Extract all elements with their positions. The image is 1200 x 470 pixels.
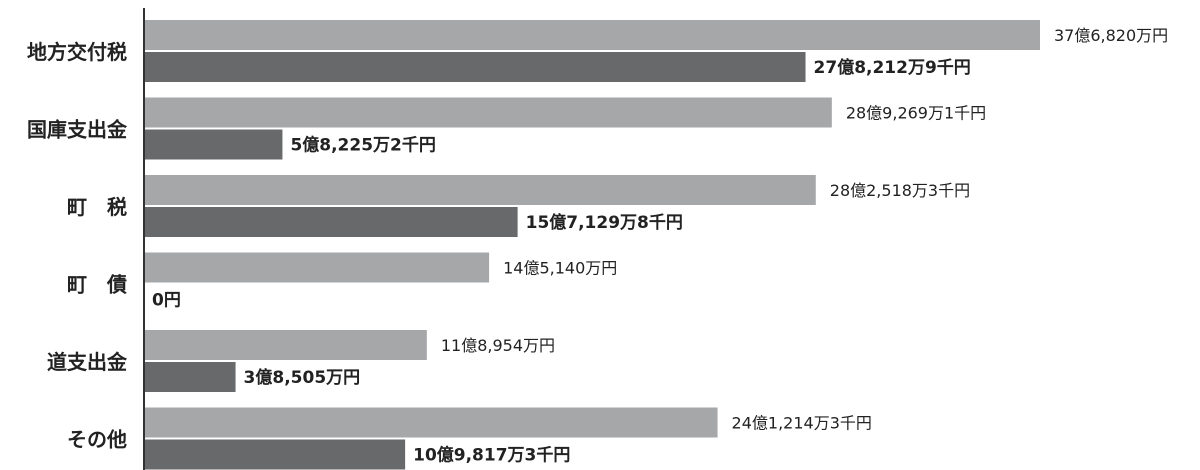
data-label-series-2: 5億8,225万2千円: [290, 135, 435, 156]
data-label-series-1: 24億1,214万3千円: [732, 414, 872, 433]
data-label-series-1: 28億2,518万3千円: [830, 181, 970, 200]
category-label: 地方交付税: [27, 40, 127, 64]
category-label: 道支出金: [47, 350, 128, 374]
bar-series-1: [144, 407, 718, 438]
data-label-series-1: 14億5,140万円: [503, 259, 617, 278]
bar-series-2: [144, 362, 236, 392]
bar-series-1: [144, 97, 832, 128]
data-label-series-2: 27億8,212万9千円: [814, 57, 971, 78]
bar-series-1: [144, 175, 816, 205]
bar-series-2: [144, 52, 806, 82]
bar-series-2: [144, 129, 283, 160]
category-label: 国庫支出金: [27, 118, 128, 142]
data-label-series-2: 15億7,129万8千円: [526, 212, 683, 233]
bar-series-2: [144, 207, 518, 237]
data-label-series-2: 10億9,817万3千円: [413, 445, 570, 466]
data-label-series-1: 28億9,269万1千円: [846, 104, 986, 123]
data-label-series-2: 0円: [152, 291, 181, 311]
bars-group: [144, 20, 1040, 470]
bar-series-1: [144, 252, 490, 283]
bar-series-2: [144, 439, 406, 470]
data-label-series-1: 37億6,820万円: [1054, 26, 1168, 45]
category-label: 町 税: [67, 195, 127, 219]
bar-series-1: [144, 20, 1040, 50]
data-label-series-2: 3億8,505万円: [244, 367, 361, 388]
bar-series-1: [144, 330, 427, 360]
category-label: 町 債: [67, 273, 127, 297]
data-label-series-1: 11億8,954万円: [441, 336, 555, 355]
category-label: その他: [67, 428, 127, 452]
